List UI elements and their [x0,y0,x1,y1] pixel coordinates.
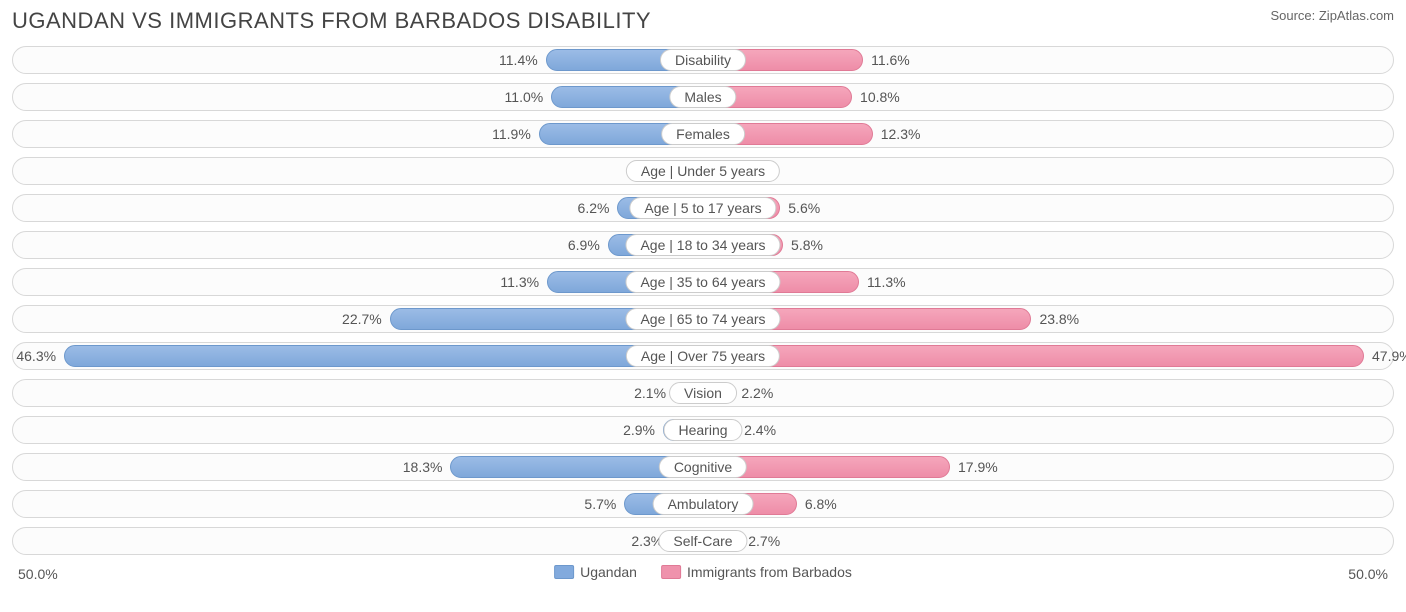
bar-row: 2.9% 2.4%Hearing [12,416,1394,444]
bar-left [64,345,703,367]
value-left: 18.3% [403,459,443,475]
chart-title: UGANDAN VS IMMIGRANTS FROM BARBADOS DISA… [12,8,651,34]
axis-left-label: 50.0% [18,566,58,582]
value-right: 17.9% [958,459,998,475]
bar-row: 6.9% 5.8% Age | 18 to 34 years [12,231,1394,259]
swatch-right-icon [661,565,681,579]
category-pill: Age | 35 to 64 years [625,271,780,293]
bar-row: 18.3% 17.9% Cognitive [12,453,1394,481]
value-right: 2.2% [741,385,773,401]
value-right: 6.8% [805,496,837,512]
value-left: 2.1% [634,385,666,401]
bar-row: 6.2% 5.6% Age | 5 to 17 years [12,194,1394,222]
bar-row: 46.3%47.9%Age | Over 75 years [12,342,1394,370]
value-left: 6.2% [578,200,610,216]
category-pill: Age | Over 75 years [626,345,780,367]
value-left: 5.7% [584,496,616,512]
value-right: 11.6% [871,52,910,68]
value-right: 5.8% [791,237,823,253]
bar-row: 5.7% 6.8% Ambulatory [12,490,1394,518]
chart-header: UGANDAN VS IMMIGRANTS FROM BARBADOS DISA… [12,8,1394,34]
value-left: 11.9% [492,126,531,142]
value-right: 47.9% [1372,348,1406,364]
bar-row: 11.4% 11.6% Disability [12,46,1394,74]
legend-right-label: Immigrants from Barbados [687,564,852,580]
value-right: 23.8% [1039,311,1079,327]
value-left: 2.9% [623,422,655,438]
axis-right-label: 50.0% [1348,566,1388,582]
value-right: 5.6% [788,200,820,216]
swatch-left-icon [554,565,574,579]
legend-item-left: Ugandan [554,564,637,580]
value-right: 11.3% [867,274,906,290]
category-pill: Males [669,86,736,108]
category-pill: Cognitive [659,456,747,478]
bar-row: 2.1% 2.2%Vision [12,379,1394,407]
category-pill: Age | 5 to 17 years [629,197,776,219]
bar-row: 11.0% 10.8% Males [12,83,1394,111]
category-pill: Females [661,123,745,145]
category-pill: Age | 18 to 34 years [625,234,780,256]
value-right: 10.8% [860,89,900,105]
bar-right [703,345,1364,367]
value-left: 22.7% [342,311,382,327]
value-left: 6.9% [568,237,600,253]
bar-row: 11.9% 12.3% Females [12,120,1394,148]
bar-row: 2.3%2.7%Self-Care [12,527,1394,555]
chart-source: Source: ZipAtlas.com [1270,8,1394,23]
category-pill: Age | Under 5 years [626,160,780,182]
chart-area: 11.4% 11.6% Disability 11.0% 10.8% Males 11.9%… [12,46,1394,555]
value-right: 2.4% [744,422,776,438]
value-right: 2.7% [748,533,780,549]
bar-row: 22.7% 23.8% Age | 65 to 74 years [12,305,1394,333]
value-left: 11.3% [500,274,539,290]
legend: Ugandan Immigrants from Barbados [554,564,852,580]
value-left: 11.0% [505,89,544,105]
bar-row: 11.3% 11.3% Age | 35 to 64 years [12,268,1394,296]
bar-row: 1.1%0.97%Age | Under 5 years [12,157,1394,185]
category-pill: Age | 65 to 74 years [625,308,780,330]
category-pill: Self-Care [658,530,747,552]
chart-footer: 50.0% Ugandan Immigrants from Barbados 5… [12,564,1394,588]
value-left: 11.4% [499,52,538,68]
legend-left-label: Ugandan [580,564,637,580]
value-right: 12.3% [881,126,921,142]
value-left: 46.3% [16,348,56,364]
category-pill: Ambulatory [653,493,754,515]
category-pill: Disability [660,49,746,71]
legend-item-right: Immigrants from Barbados [661,564,852,580]
category-pill: Hearing [663,419,742,441]
category-pill: Vision [669,382,737,404]
